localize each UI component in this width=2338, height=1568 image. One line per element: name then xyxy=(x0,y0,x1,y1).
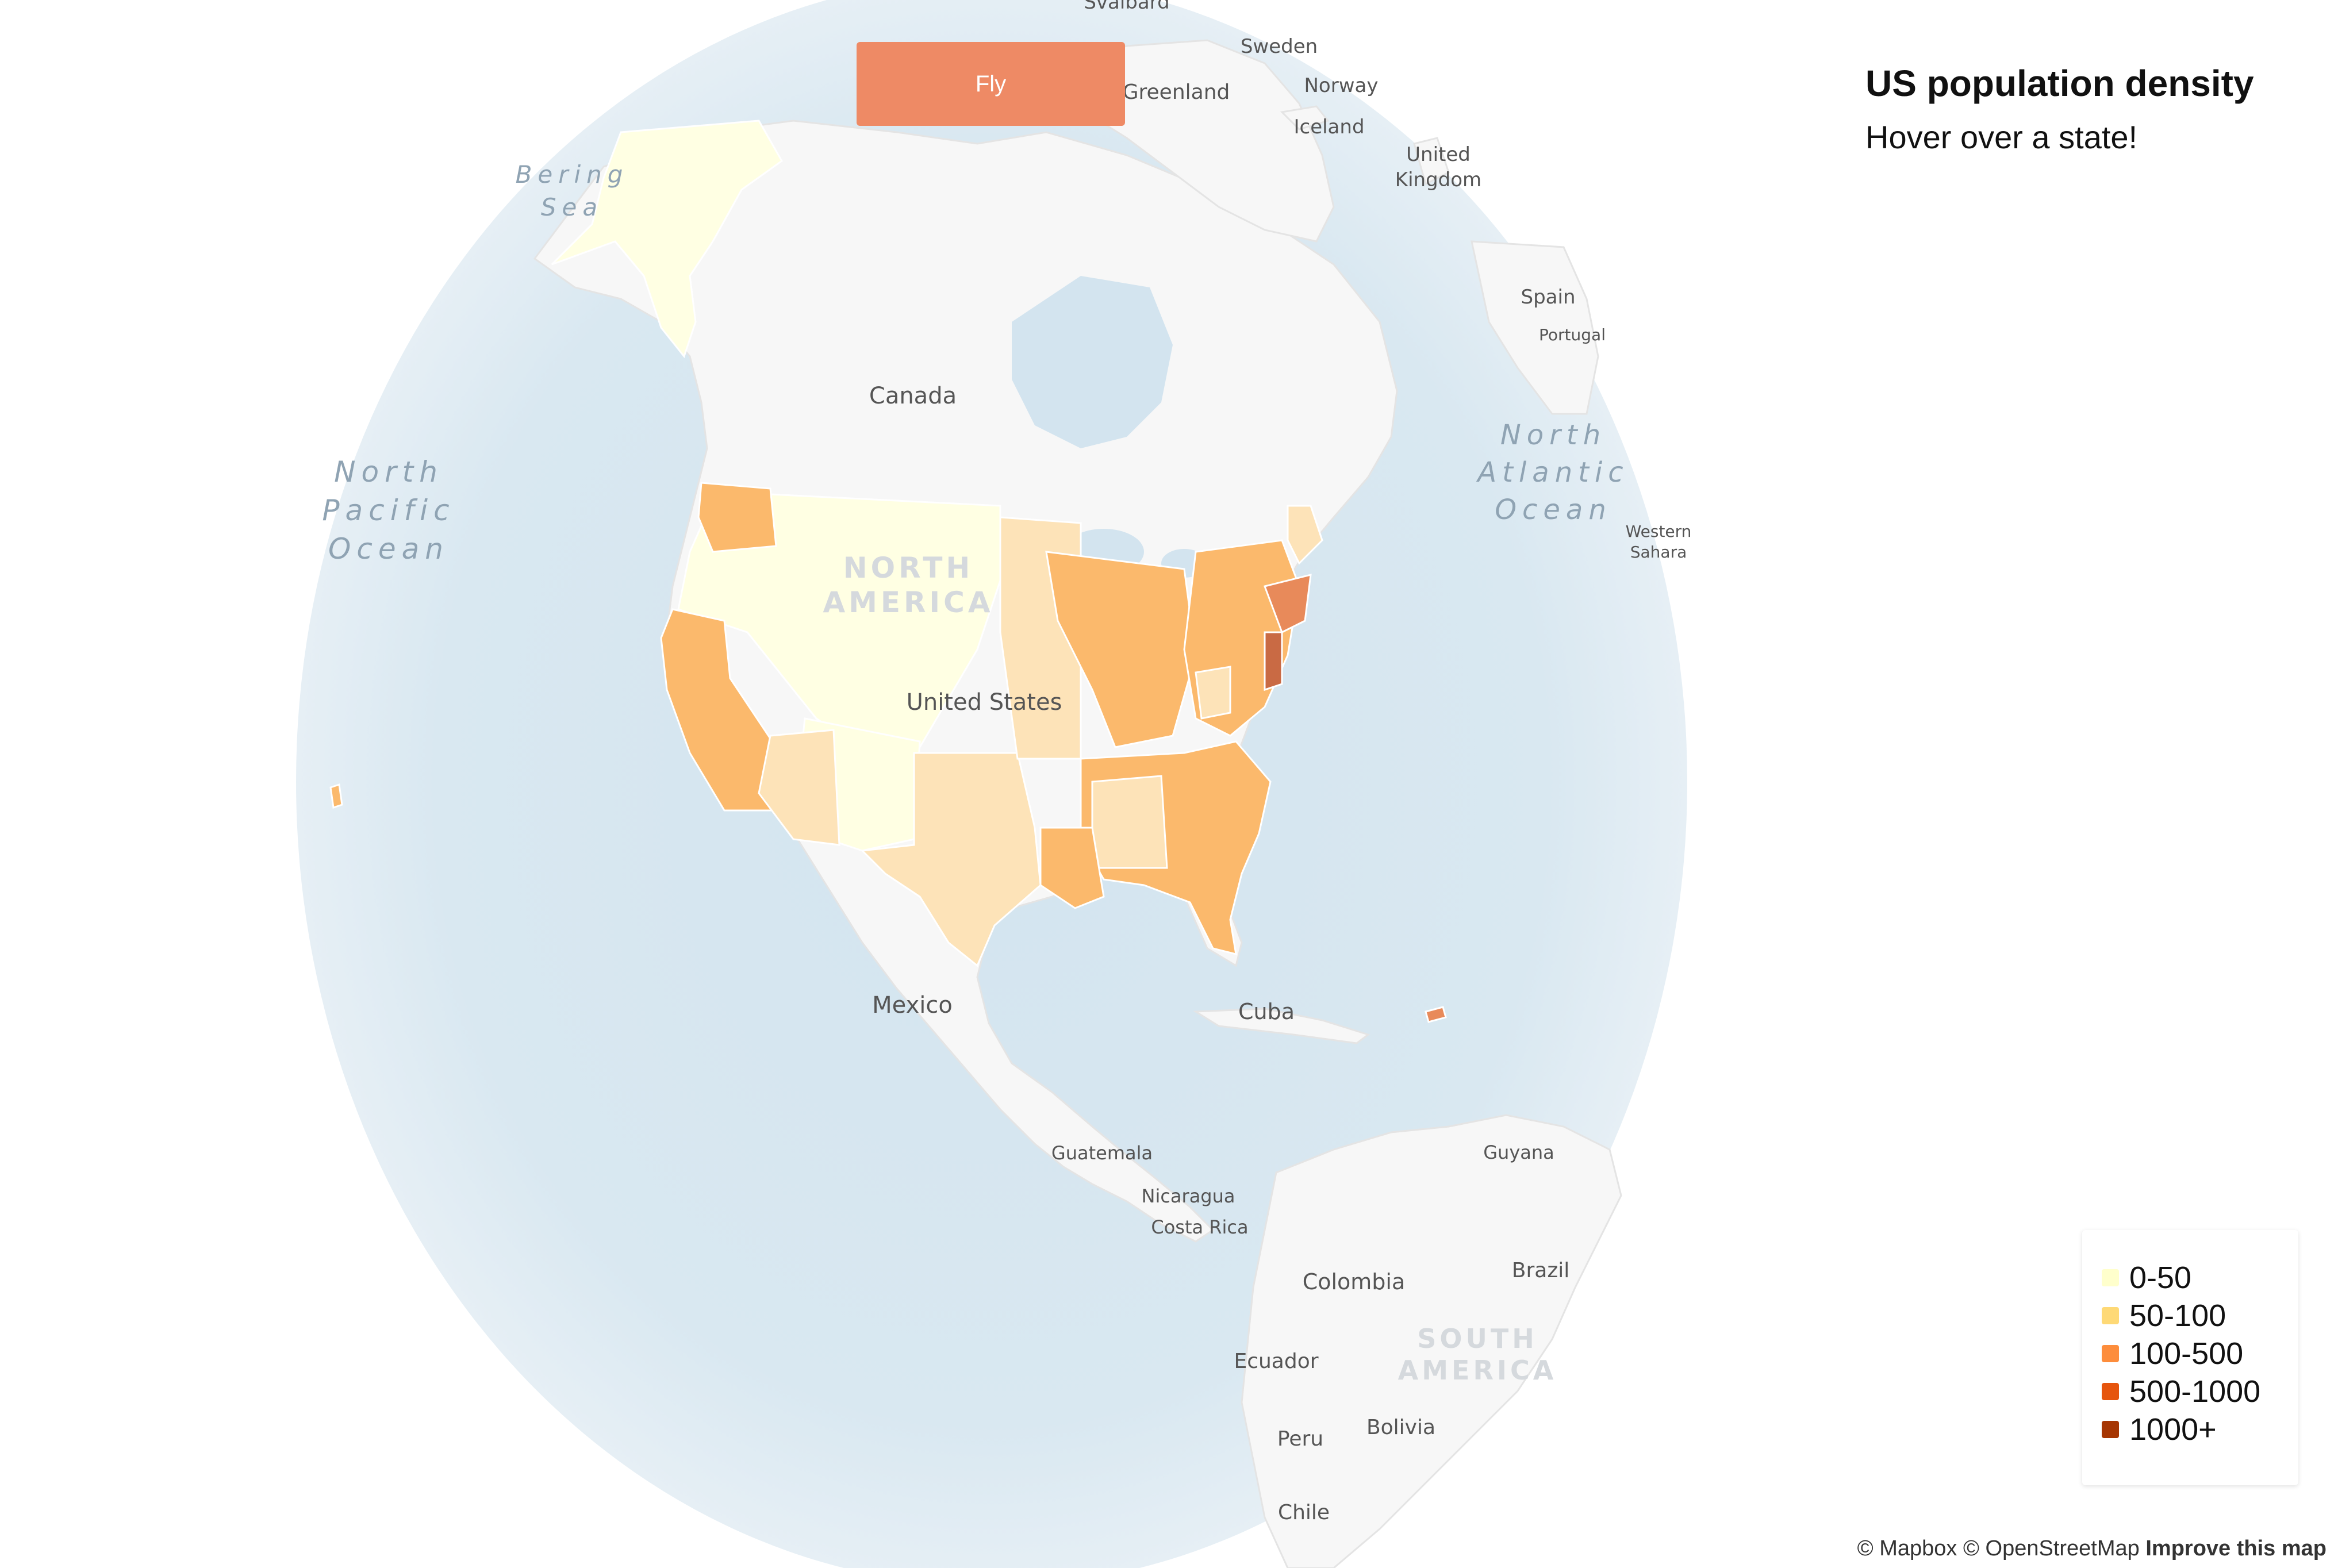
improve-map-link[interactable]: Improve this map xyxy=(2145,1536,2327,1561)
label-iceland: Iceland xyxy=(1293,116,1364,139)
label-bolivia: Bolivia xyxy=(1366,1416,1435,1439)
label-canada: Canada xyxy=(869,383,957,409)
legend-swatch xyxy=(2102,1383,2119,1400)
label-sweden: Sweden xyxy=(1241,35,1318,58)
us-states[interactable] xyxy=(329,120,1447,1023)
label-mexico: Mexico xyxy=(872,992,953,1019)
label-bering-sea-2: Sea xyxy=(541,193,603,221)
osm-attribution-link[interactable]: © OpenStreetMap xyxy=(1963,1536,2140,1561)
label-north-pacific-3: Ocean xyxy=(328,532,449,566)
mapbox-attribution-link[interactable]: © Mapbox xyxy=(1857,1536,1957,1561)
label-nicaragua: Nicaragua xyxy=(1142,1185,1235,1207)
label-guatemala: Guatemala xyxy=(1051,1142,1153,1164)
label-ecuador: Ecuador xyxy=(1234,1350,1318,1373)
label-colombia: Colombia xyxy=(1303,1269,1406,1294)
fly-button[interactable]: Fly xyxy=(857,42,1125,126)
label-peru: Peru xyxy=(1277,1427,1323,1451)
label-svalbard: Svalbard xyxy=(1084,0,1169,14)
legend-swatch xyxy=(2102,1307,2119,1324)
label-united-states: United States xyxy=(907,689,1062,716)
legend-label: 0-50 xyxy=(2129,1260,2192,1295)
label-norway: Norway xyxy=(1304,74,1379,97)
label-south-america-2: AMERICA xyxy=(1398,1355,1557,1386)
legend-label: 500-1000 xyxy=(2129,1374,2261,1409)
legend: 0-50 50-100 100-500 500-1000 1000+ xyxy=(2082,1230,2298,1485)
legend-item: 50-100 xyxy=(2102,1297,2298,1335)
label-brazil: Brazil xyxy=(1512,1259,1569,1282)
label-north-atlantic-1: North xyxy=(1500,419,1606,451)
label-united-kingdom-2: Kingdom xyxy=(1395,168,1481,191)
label-bering-sea-1: Bering xyxy=(516,160,629,189)
label-south-america-1: SOUTH xyxy=(1417,1323,1537,1354)
label-north-america-1: NORTH xyxy=(843,551,974,585)
label-north-pacific-2: Pacific xyxy=(322,494,455,527)
legend-item: 1000+ xyxy=(2102,1411,2298,1448)
label-western-sahara-1: Western xyxy=(1626,522,1692,541)
label-guyana: Guyana xyxy=(1483,1142,1554,1163)
label-united-kingdom-1: United xyxy=(1406,143,1471,166)
legend-label: 100-500 xyxy=(2129,1336,2244,1371)
label-costa-rica: Costa Rica xyxy=(1151,1216,1248,1238)
label-western-sahara-2: Sahara xyxy=(1630,543,1687,562)
legend-swatch xyxy=(2102,1269,2119,1286)
map-attribution: © Mapbox © OpenStreetMap Improve this ma… xyxy=(1857,1536,2327,1561)
label-north-atlantic-3: Ocean xyxy=(1495,494,1612,526)
legend-item: 100-500 xyxy=(2102,1335,2298,1373)
panel-title: US population density xyxy=(1865,63,2254,104)
legend-item: 0-50 xyxy=(2102,1259,2298,1297)
panel-subtitle: Hover over a state! xyxy=(1865,119,2138,155)
legend-item: 500-1000 xyxy=(2102,1373,2298,1411)
legend-label: 1000+ xyxy=(2129,1412,2217,1447)
label-north-pacific-1: North xyxy=(334,455,443,489)
info-panel: US population density Hover over a state… xyxy=(1865,62,2314,156)
legend-swatch xyxy=(2102,1421,2119,1438)
label-portugal: Portugal xyxy=(1539,325,1606,344)
label-cuba: Cuba xyxy=(1238,999,1295,1024)
legend-swatch xyxy=(2102,1345,2119,1362)
label-chile: Chile xyxy=(1278,1501,1330,1524)
label-north-america-2: AMERICA xyxy=(823,586,993,619)
label-north-atlantic-2: Atlantic xyxy=(1476,456,1629,489)
legend-label: 50-100 xyxy=(2129,1298,2226,1333)
label-spain: Spain xyxy=(1521,286,1576,309)
label-greenland: Greenland xyxy=(1123,80,1230,104)
